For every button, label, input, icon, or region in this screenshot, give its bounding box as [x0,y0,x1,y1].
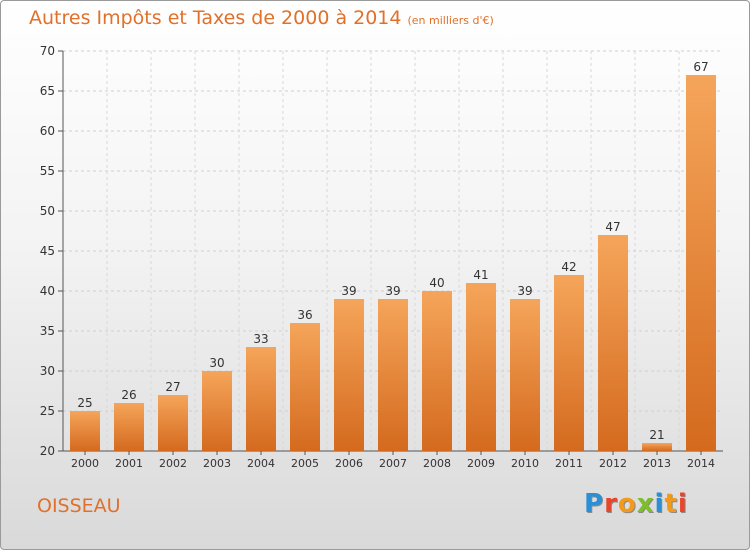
bar [466,283,496,451]
bar [686,75,716,451]
x-tick-label: 2007 [379,457,407,470]
data-label: 40 [429,276,444,290]
y-tick-label: 20 [40,444,55,458]
data-label: 39 [517,284,532,298]
data-label: 21 [649,428,664,442]
y-tick-label: 25 [40,404,55,418]
bar [422,291,452,451]
logo-letter: i [677,489,688,519]
data-label: 47 [605,220,620,234]
y-tick-label: 30 [40,364,55,378]
data-label: 33 [253,332,268,346]
logo-letter: r [604,489,618,519]
bar [378,299,408,451]
data-label: 27 [165,380,180,394]
bar [290,323,320,451]
unit-label: (en milliers d'€) [407,14,494,27]
bar [510,299,540,451]
data-label: 36 [297,308,312,322]
bar [334,299,364,451]
bar [246,347,276,451]
logo-letter: i [654,489,665,519]
x-tick-label: 2012 [599,457,627,470]
proxiti-logo[interactable]: Proxiti [584,489,688,519]
y-tick-label: 50 [40,204,55,218]
bar [642,443,672,451]
data-label: 67 [693,60,708,74]
bars [70,75,716,451]
x-tick-label: 2003 [203,457,231,470]
bar [158,395,188,451]
logo-letter: x [636,489,655,519]
y-tick-label: 65 [40,84,55,98]
data-label: 42 [561,260,576,274]
x-tick-label: 2001 [115,457,143,470]
x-tick-label: 2008 [423,457,451,470]
x-tick-label: 2006 [335,457,363,470]
chart-title: Autres Impôts et Taxes de 2000 à 2014 [29,7,402,29]
y-tick-label: 40 [40,284,55,298]
bar [114,403,144,451]
commune-name: OISSEAU [37,495,121,517]
data-label: 39 [341,284,356,298]
data-label: 39 [385,284,400,298]
x-tick-label: 2010 [511,457,539,470]
x-tick-label: 2011 [555,457,583,470]
x-tick-label: 2000 [71,457,99,470]
data-label: 30 [209,356,224,370]
y-tick-label: 45 [40,244,55,258]
logo-letter: t [664,489,678,519]
chart-title-line: Autres Impôts et Taxes de 2000 à 2014 (en… [29,7,494,29]
y-tick-label: 70 [40,44,55,58]
x-tick-label: 2013 [643,457,671,470]
x-tick-label: 2005 [291,457,319,470]
x-tick-label: 2009 [467,457,495,470]
y-tick-label: 60 [40,124,55,138]
logo-letter: o [617,489,637,519]
x-tick-labels: 2000 2001 2002 2003 2004 2005 2006 2007 2008 2009… [71,457,715,470]
bar [554,275,584,451]
data-label: 25 [77,396,92,410]
x-tick-label: 2004 [247,457,275,470]
y-tick-label: 55 [40,164,55,178]
bar [202,371,232,451]
x-tick-label: 2002 [159,457,187,470]
bar [598,235,628,451]
data-label: 41 [473,268,488,282]
bar [70,411,100,451]
logo-letter: P [584,489,605,519]
y-tick-label: 35 [40,324,55,338]
x-tick-label: 2014 [687,457,715,470]
data-labels: 25 26 27 30 33 36 39 39 40 41 39 42 47 21 67 [77,60,708,442]
data-label: 26 [121,388,136,402]
y-tick-labels: 20 25 30 35 40 45 50 55 60 65 70 [40,44,55,458]
